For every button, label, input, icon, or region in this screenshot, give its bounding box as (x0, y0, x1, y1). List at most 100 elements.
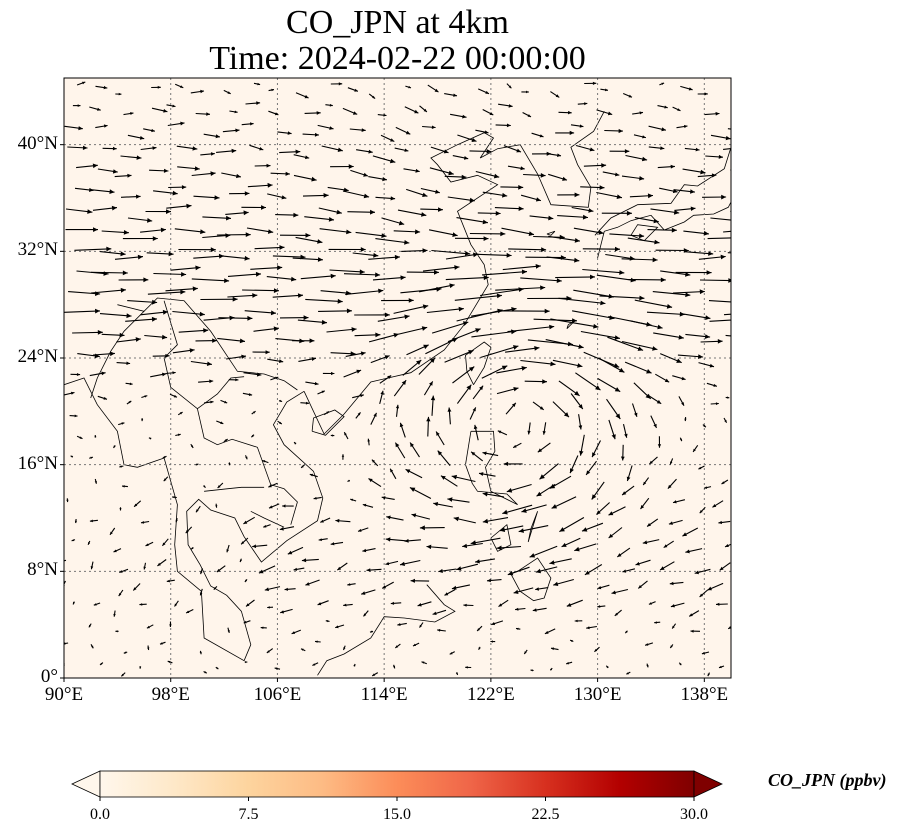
wind-arrow (218, 315, 253, 321)
wind-arrow (423, 381, 434, 396)
wind-arrow (200, 296, 238, 302)
wind-arrow (621, 175, 645, 181)
wind-arrow (725, 334, 731, 337)
wind-arrow (667, 478, 677, 489)
wind-arrow (401, 248, 428, 253)
wind-arrow (585, 460, 597, 476)
y-tick-label: 8°N (27, 559, 58, 581)
wind-arrow (657, 436, 662, 448)
wind-arrow (242, 288, 279, 293)
wind-arrow (122, 236, 158, 241)
wind-arrow (198, 379, 214, 384)
wind-arrow (640, 497, 650, 510)
wind-arrow (274, 667, 281, 670)
wind-arrow (692, 444, 699, 453)
wind-arrow (249, 144, 264, 151)
wind-arrow (596, 502, 610, 515)
wind-arrow (503, 461, 523, 466)
wind-arrow (498, 599, 509, 608)
wind-arrow (549, 558, 572, 565)
wind-arrow (367, 438, 370, 446)
wind-arrow (449, 651, 455, 655)
wind-arrow (718, 520, 731, 525)
wind-arrow (251, 434, 255, 438)
wind-arrow (350, 169, 369, 177)
wind-arrow (552, 359, 583, 368)
wind-arrow (721, 479, 729, 485)
y-tick-label: 16°N (17, 452, 58, 474)
colorbar-tick-label: 7.5 (238, 806, 259, 823)
wind-arrow (185, 609, 194, 614)
coastline (527, 511, 538, 543)
wind-arrow (481, 269, 528, 276)
wind-arrow (571, 206, 594, 213)
wind-arrow (513, 587, 534, 594)
wind-arrow (418, 283, 455, 293)
wind-arrow (672, 499, 686, 504)
wind-arrow (270, 376, 279, 381)
wind-arrow (354, 332, 381, 338)
wind-arrow (295, 236, 323, 244)
wind-arrow (430, 146, 449, 154)
wind-arrow (637, 580, 648, 589)
wind-arrow (486, 578, 502, 583)
wind-arrow (597, 605, 606, 608)
wind-arrow (515, 607, 526, 611)
wind-arrow (72, 601, 75, 605)
wind-arrow (228, 462, 231, 466)
wind-arrow (213, 586, 218, 590)
wind-arrow (630, 320, 663, 330)
colorbar-label: CO_JPN (ppbv) (768, 770, 887, 790)
wind-arrow (89, 189, 115, 194)
wind-arrow (372, 275, 406, 281)
wind-arrow (684, 251, 714, 256)
wind-arrow (153, 190, 178, 196)
wind-arrow (473, 424, 479, 441)
wind-arrow (250, 265, 283, 271)
wind-arrow (505, 346, 540, 353)
wind-arrow (535, 587, 549, 591)
wind-arrow (496, 387, 519, 395)
wind-arrow (394, 442, 406, 459)
wind-arrow (279, 315, 309, 321)
wind-arrow (279, 149, 301, 154)
wind-arrow (223, 89, 231, 95)
wind-arrow (495, 285, 546, 291)
wind-arrow (309, 473, 318, 478)
wind-arrow (166, 579, 175, 583)
x-tick-label: 130°E (573, 684, 622, 705)
wind-arrow (312, 662, 319, 666)
wind-arrow (254, 245, 285, 250)
wind-arrow (368, 478, 382, 488)
wind-arrow (204, 400, 214, 404)
wind-arrow (426, 416, 431, 437)
wind-arrow (317, 600, 329, 606)
wind-arrow (674, 206, 696, 211)
wind-arrow (74, 246, 112, 252)
wind-arrow (412, 642, 420, 647)
wind-arrow (72, 330, 103, 335)
wind-arrow (389, 468, 397, 480)
wind-arrow (174, 600, 179, 607)
wind-arrow (362, 503, 374, 508)
wind-arrow (402, 359, 422, 376)
wind-arrow (381, 298, 414, 303)
wind-arrow (146, 624, 154, 629)
wind-arrow (710, 134, 731, 141)
wind-arrow (411, 513, 431, 520)
wind-arrow (597, 584, 610, 590)
wind-arrow (520, 277, 562, 283)
wind-arrow (409, 487, 432, 499)
wind-arrow (314, 640, 321, 643)
wind-arrow (539, 463, 559, 480)
wind-arrow (297, 319, 328, 325)
wind-arrow (633, 134, 647, 139)
wind-arrow (277, 420, 283, 425)
wind-arrow (325, 620, 330, 623)
wind-arrow (646, 663, 649, 668)
wind-arrow (653, 332, 684, 340)
wind-arrow (470, 537, 501, 545)
wind-arrow (267, 358, 284, 363)
wind-arrow (133, 500, 142, 508)
wind-arrow (433, 502, 453, 508)
